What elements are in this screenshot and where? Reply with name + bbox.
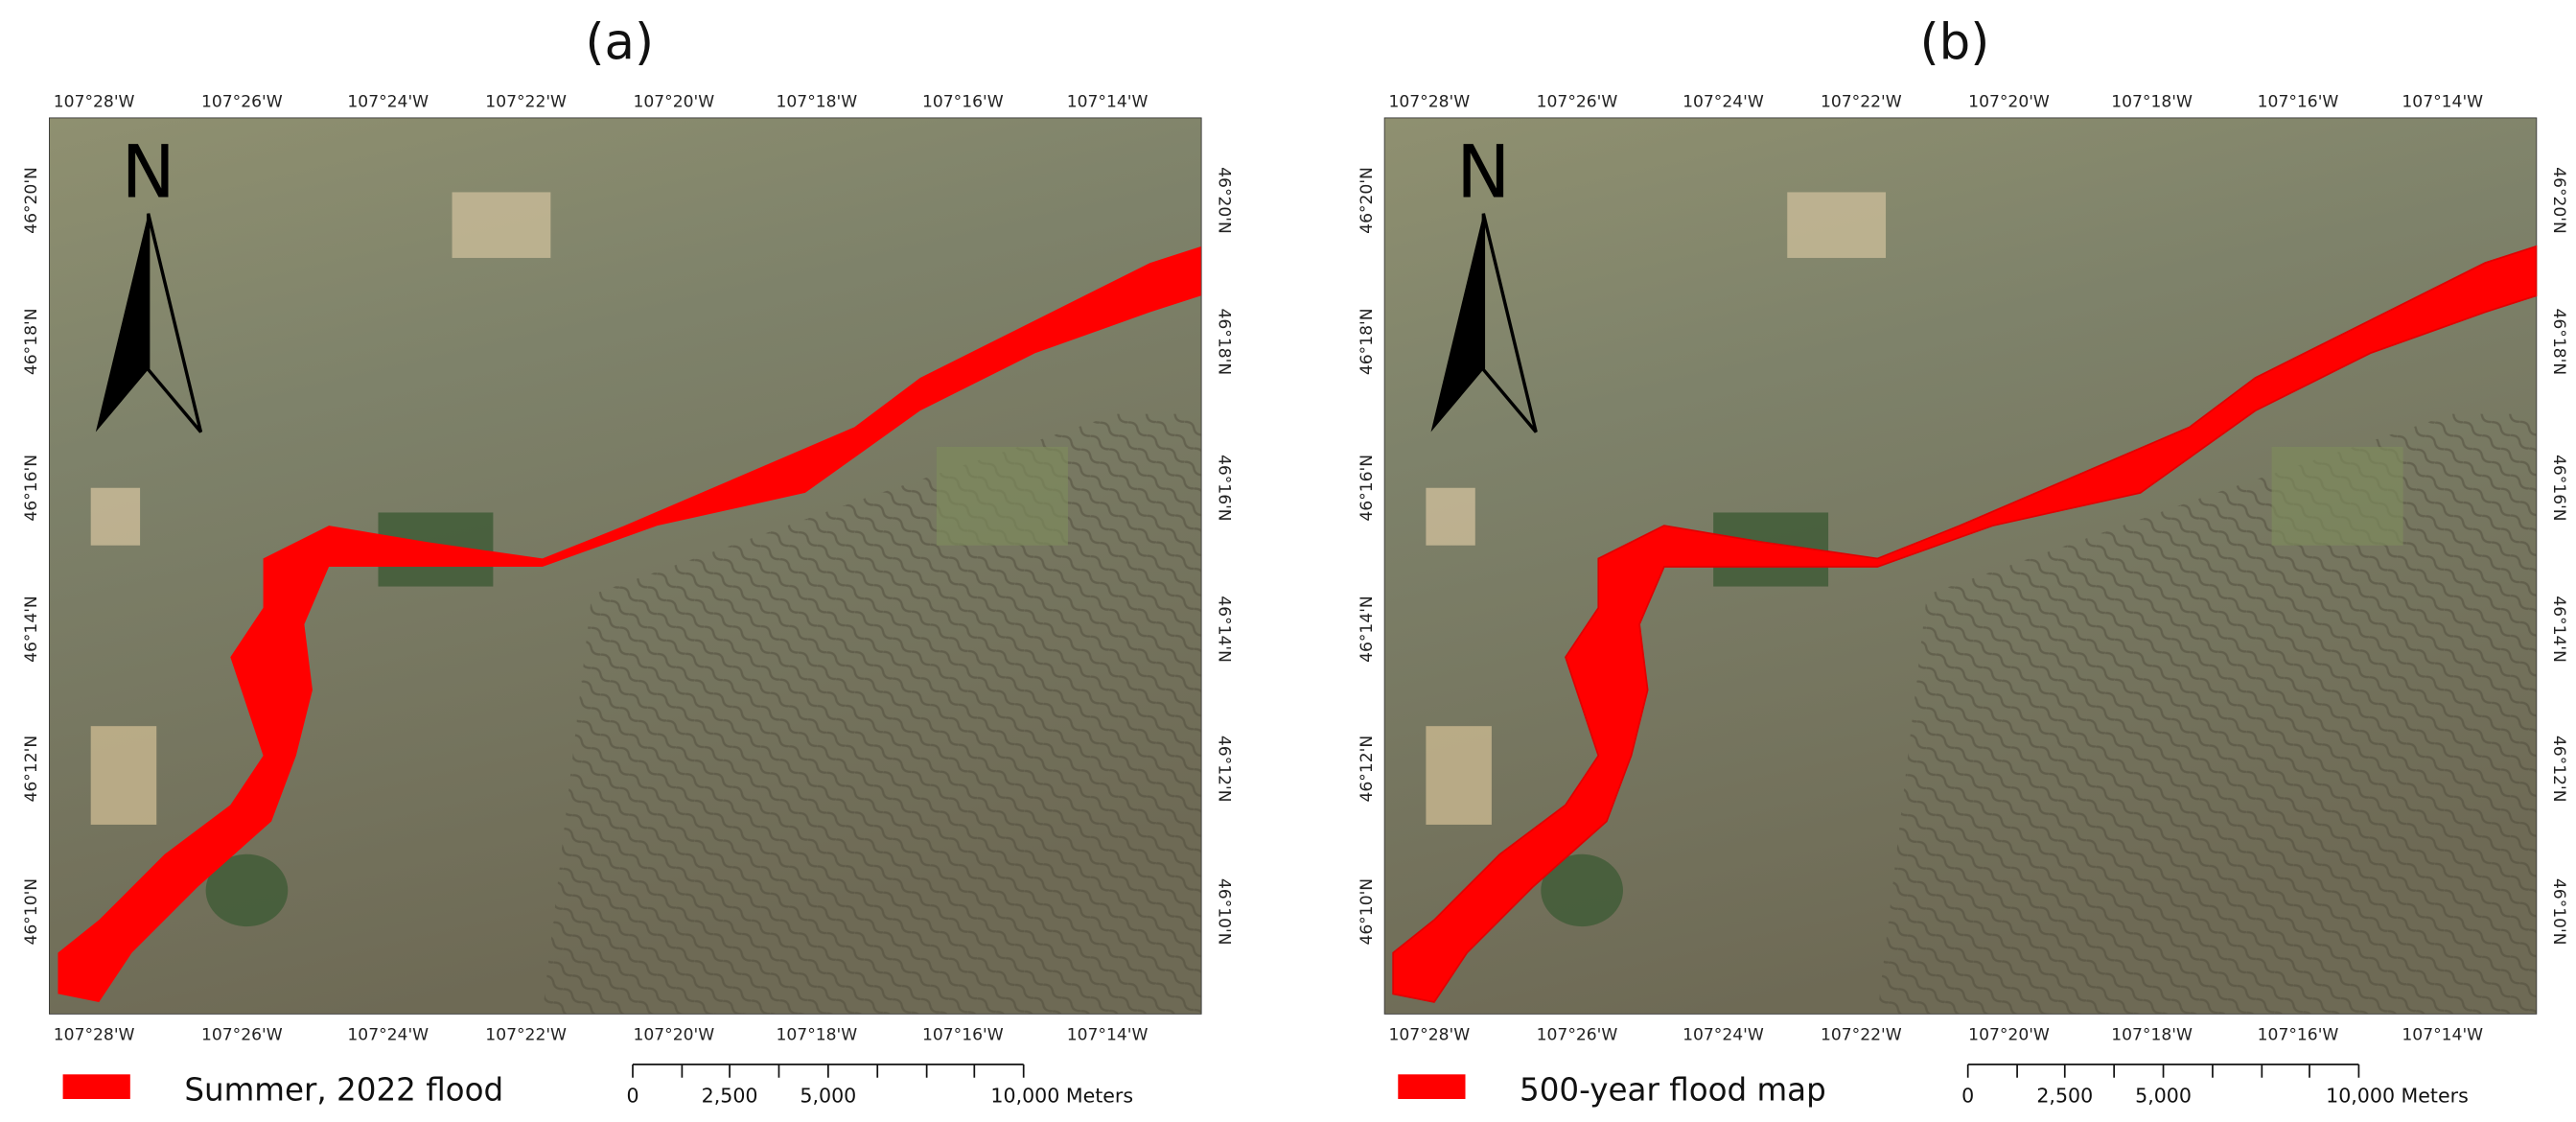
latitude-label: 46°12'N: [1215, 736, 1234, 803]
latitude-label: 46°14'N: [2549, 596, 2568, 663]
legend-swatch: [62, 1074, 130, 1100]
scale-label: 0: [626, 1084, 638, 1107]
longitude-label: 107°16'W: [922, 1025, 1004, 1044]
longitude-label: 107°20'W: [1968, 92, 2050, 111]
scale-label: 0: [1961, 1084, 1974, 1107]
longitude-label: 107°24'W: [1683, 1025, 1764, 1044]
longitude-label: 107°22'W: [1821, 1025, 1902, 1044]
pivot-field: [205, 853, 289, 927]
latitude-label: 46°20'N: [1215, 167, 1234, 234]
longitude-label: 107°26'W: [201, 1025, 283, 1044]
longitude-label: 107°16'W: [2258, 92, 2339, 111]
legend-swatch: [1398, 1074, 1466, 1100]
latitude-label: 46°16'N: [1215, 455, 1234, 522]
longitude-label: 107°14'W: [2402, 92, 2483, 111]
map-image: [1384, 118, 2538, 1014]
longitude-label: 107°28'W: [54, 92, 135, 111]
rugged-terrain: [542, 413, 1201, 1014]
latitude-label: 46°20'N: [2549, 167, 2568, 234]
longitude-label: 107°18'W: [777, 92, 858, 111]
longitude-label: 107°28'W: [1388, 92, 1470, 111]
latitude-label: 46°10'N: [1358, 878, 1377, 946]
north-arrow: [146, 213, 203, 433]
legend-label: 500-year flood map: [1520, 1072, 1826, 1109]
longitude-label: 107°28'W: [54, 1025, 135, 1044]
flood-extent: [58, 245, 1201, 1002]
field: [90, 487, 141, 546]
longitude-label: 107°22'W: [1821, 92, 1902, 111]
longitude-label: 107°18'W: [2111, 1025, 2193, 1044]
panel-label: (a): [586, 14, 655, 72]
latitude-label: 46°14'N: [1215, 596, 1234, 663]
longitude-label: 107°16'W: [922, 92, 1004, 111]
latitude-label: 46°10'N: [22, 878, 41, 946]
field: [936, 446, 1068, 546]
longitude-label: 107°20'W: [1968, 1025, 2050, 1044]
latitude-label: 46°12'N: [2549, 736, 2568, 803]
latitude-label: 46°16'N: [1358, 455, 1377, 522]
longitude-label: 107°22'W: [485, 1025, 567, 1044]
longitude-label: 107°14'W: [1067, 1025, 1149, 1044]
latitude-label: 46°18'N: [2549, 308, 2568, 375]
map-panel: (a) N 107°28'W 107°28'W 107°26'W 107°26'W 107°…: [22, 14, 1233, 1109]
longitude-label: 107°28'W: [1388, 1025, 1470, 1044]
flood-extent: [1392, 245, 2538, 1003]
pivot-field: [1541, 853, 1623, 927]
rugged-terrain: [1877, 413, 2537, 1014]
longitude-label: 107°20'W: [633, 92, 714, 111]
latitude-label: 46°16'N: [22, 455, 41, 522]
latitude-label: 46°16'N: [2549, 455, 2568, 522]
latitude-label: 46°18'N: [1215, 308, 1234, 375]
latitude-label: 46°14'N: [22, 596, 41, 663]
field: [1426, 487, 1475, 546]
north-arrow: [1430, 213, 1484, 432]
longitude-label: 107°18'W: [777, 1025, 858, 1044]
latitude-label: 46°18'N: [22, 308, 41, 375]
longitude-label: 107°26'W: [1537, 1025, 1618, 1044]
field: [90, 726, 157, 825]
scale-label: 5,000: [2135, 1084, 2192, 1107]
longitude-label: 107°14'W: [1067, 92, 1149, 111]
scale-label: 2,500: [2036, 1084, 2093, 1107]
longitude-label: 107°16'W: [2258, 1025, 2339, 1044]
longitude-label: 107°14'W: [2402, 1025, 2483, 1044]
latitude-label: 46°12'N: [22, 736, 41, 803]
latitude-label: 46°10'N: [1215, 878, 1234, 946]
scale-label: 10,000 Meters: [2326, 1084, 2469, 1107]
longitude-label: 107°24'W: [347, 1025, 429, 1044]
latitude-label: 46°20'N: [1358, 167, 1377, 234]
longitude-label: 107°24'W: [1683, 92, 1764, 111]
north-arrow: [1481, 213, 1538, 433]
scale-label: 2,500: [702, 1084, 758, 1107]
scale-label: 5,000: [800, 1084, 856, 1107]
field: [2271, 446, 2403, 546]
north-letter: N: [1456, 130, 1510, 215]
latitude-label: 46°10'N: [2549, 878, 2568, 946]
map-panel: (b) N 107°28'W 107°28'W 107°26'W 107°26'W 107°…: [1358, 14, 2568, 1109]
latitude-label: 46°18'N: [1358, 308, 1377, 375]
north-arrow: [95, 213, 149, 432]
north-letter: N: [121, 130, 174, 215]
longitude-label: 107°22'W: [485, 92, 567, 111]
longitude-label: 107°26'W: [201, 92, 283, 111]
field: [1787, 192, 1887, 258]
longitude-label: 107°18'W: [2111, 92, 2193, 111]
field: [1426, 726, 1492, 825]
legend-label: Summer, 2022 flood: [184, 1072, 503, 1109]
longitude-label: 107°20'W: [633, 1025, 714, 1044]
latitude-label: 46°20'N: [22, 167, 41, 234]
longitude-label: 107°24'W: [347, 92, 429, 111]
map-image: [49, 118, 1201, 1014]
scale-label: 10,000 Meters: [990, 1084, 1133, 1107]
longitude-label: 107°26'W: [1537, 92, 1618, 111]
latitude-label: 46°14'N: [1358, 596, 1377, 663]
latitude-label: 46°12'N: [1358, 736, 1377, 803]
panel-label: (b): [1920, 14, 1990, 72]
field: [452, 192, 551, 258]
